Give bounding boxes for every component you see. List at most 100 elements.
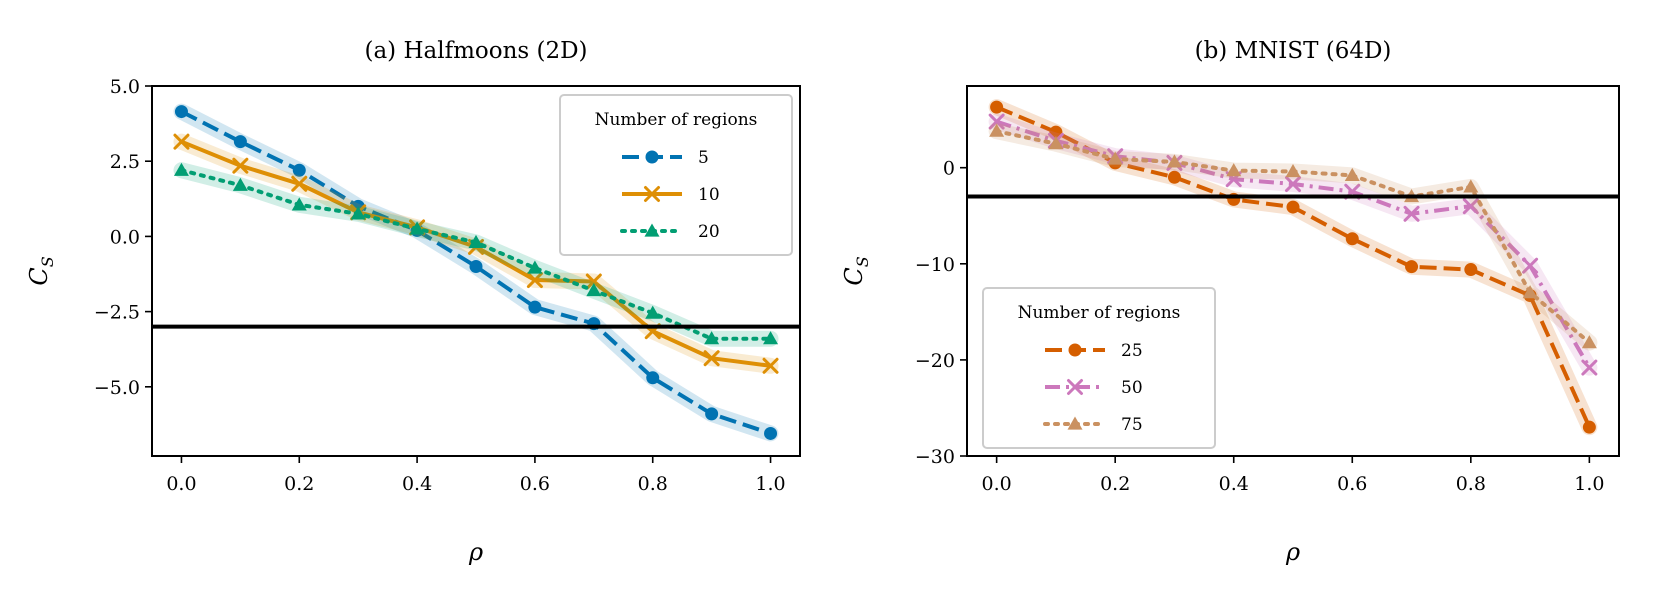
x-tick-label: 1.0	[1574, 473, 1604, 495]
data-point-75-4	[1226, 163, 1242, 177]
data-point-20-4	[409, 221, 425, 235]
x-tick-label: 0.2	[1100, 473, 1130, 495]
data-point-10-10	[762, 357, 779, 374]
legend: Number of regions 5 10 20	[559, 94, 793, 256]
data-point-25-0	[990, 100, 1004, 114]
x-tick-label: 0.8	[638, 473, 668, 495]
chart-title: (b) MNIST (64D)	[1195, 38, 1392, 64]
data-point-75-8	[1463, 179, 1479, 193]
x-tick-label: 0.0	[166, 473, 196, 495]
x-tick-label: 0.8	[1456, 473, 1486, 495]
legend-box	[559, 94, 793, 256]
data-point-50-9	[1522, 257, 1539, 274]
data-point-10-1	[232, 157, 249, 174]
data-point-50-5	[1285, 176, 1301, 193]
data-point-75-3	[1166, 154, 1182, 168]
data-point-75-1	[1048, 136, 1064, 150]
data-point-5-5	[469, 259, 483, 273]
x-tick-label: 1.0	[755, 473, 785, 495]
y-tick-label: 0.0	[110, 226, 140, 248]
y-tick-label: 0	[943, 158, 955, 180]
x-tick-label: 0.4	[402, 473, 432, 495]
data-point-10-7	[585, 273, 602, 290]
y-axis-label-subscript: S	[853, 256, 872, 267]
y-tick-label: −2.5	[94, 302, 140, 324]
chart-title: (a) Halfmoons (2D)	[364, 38, 587, 64]
y-axis-label: CS	[840, 256, 872, 285]
data-point-50-8	[1462, 198, 1479, 215]
data-point-20-7	[586, 283, 602, 297]
x-tick-label: 0.0	[982, 473, 1012, 495]
data-point-5-10	[764, 426, 778, 440]
data-point-20-8	[645, 305, 661, 319]
data-point-5-9	[705, 407, 719, 421]
x-axis-label: ρ	[468, 538, 483, 566]
panel-halfmoons: (a) Halfmoons (2D) 0.0 0.2 0.4 0.6 0.8 1.0 5.0 2…	[25, 38, 801, 566]
legend-label-25: 25	[1121, 341, 1143, 361]
series-line-5	[180, 109, 772, 436]
data-point-20-3	[350, 206, 366, 220]
y-tick-label: 5.0	[110, 76, 140, 98]
x-tick-label: 0.4	[1219, 473, 1249, 495]
legend-marker-10	[644, 186, 660, 202]
data-point-25-3	[1167, 170, 1181, 184]
data-point-20-0	[173, 162, 189, 176]
y-tick-label: −20	[915, 350, 955, 372]
data-point-25-6	[1345, 232, 1359, 246]
legend-title: Number of regions	[1018, 303, 1181, 323]
legend: Number of regions 25 50 75	[982, 287, 1216, 449]
x-axis-label: ρ	[1285, 538, 1300, 566]
legend-marker-50	[1067, 379, 1083, 395]
data-point-5-2	[292, 163, 306, 177]
data-point-10-0	[173, 133, 190, 150]
data-point-25-10	[1582, 420, 1596, 434]
legend-marker-75	[1067, 416, 1083, 430]
data-point-75-5	[1285, 164, 1301, 178]
data-point-5-1	[233, 135, 247, 149]
axes-frame	[966, 85, 1620, 457]
data-point-10-6	[526, 272, 543, 289]
data-point-50-7	[1403, 205, 1420, 222]
data-point-10-9	[703, 350, 720, 367]
data-point-20-6	[527, 260, 543, 274]
legend-marker-20	[644, 223, 660, 237]
data-point-75-0	[989, 123, 1005, 137]
x-tick-label: 0.6	[520, 473, 550, 495]
data-point-20-9	[704, 331, 720, 345]
data-point-75-6	[1344, 167, 1360, 182]
legend-label-75: 75	[1121, 415, 1143, 435]
data-point-5-8	[646, 371, 660, 385]
data-point-75-2	[1107, 151, 1123, 165]
data-point-25-5	[1286, 200, 1300, 214]
legend-label-5: 5	[698, 148, 709, 168]
y-axis-label: CS	[25, 256, 57, 285]
x-tick-label: 0.6	[1337, 473, 1367, 495]
data-point-20-10	[763, 331, 779, 345]
y-tick-label: 2.5	[110, 151, 140, 173]
data-point-5-0	[174, 105, 188, 119]
legend-label-20: 20	[698, 222, 720, 242]
legend-box	[982, 287, 1216, 449]
axes-frame	[151, 85, 801, 457]
y-tick-label: −10	[915, 254, 955, 276]
data-point-25-1	[1049, 125, 1063, 139]
legend-marker-25	[1068, 343, 1082, 357]
data-point-75-9	[1522, 285, 1538, 299]
data-point-20-5	[468, 234, 484, 249]
data-point-25-8	[1464, 263, 1478, 277]
x-tick-label: 0.2	[284, 473, 314, 495]
legend-title: Number of regions	[595, 110, 758, 130]
data-point-10-2	[291, 175, 308, 192]
data-point-50-0	[988, 113, 1005, 130]
panel-mnist: (b) MNIST (64D) 0.0 0.2 0.4 0.6 0.8 1.0 0 −10 −20…	[840, 38, 1620, 566]
data-point-5-6	[528, 300, 542, 314]
data-point-25-7	[1405, 260, 1419, 274]
data-point-20-2	[291, 197, 307, 211]
y-tick-label: −30	[915, 446, 955, 468]
y-tick-label: −5.0	[94, 377, 140, 399]
data-point-50-10	[1581, 359, 1598, 376]
data-point-75-10	[1581, 335, 1597, 349]
legend-label-50: 50	[1121, 378, 1143, 398]
legend-marker-5	[645, 150, 659, 164]
